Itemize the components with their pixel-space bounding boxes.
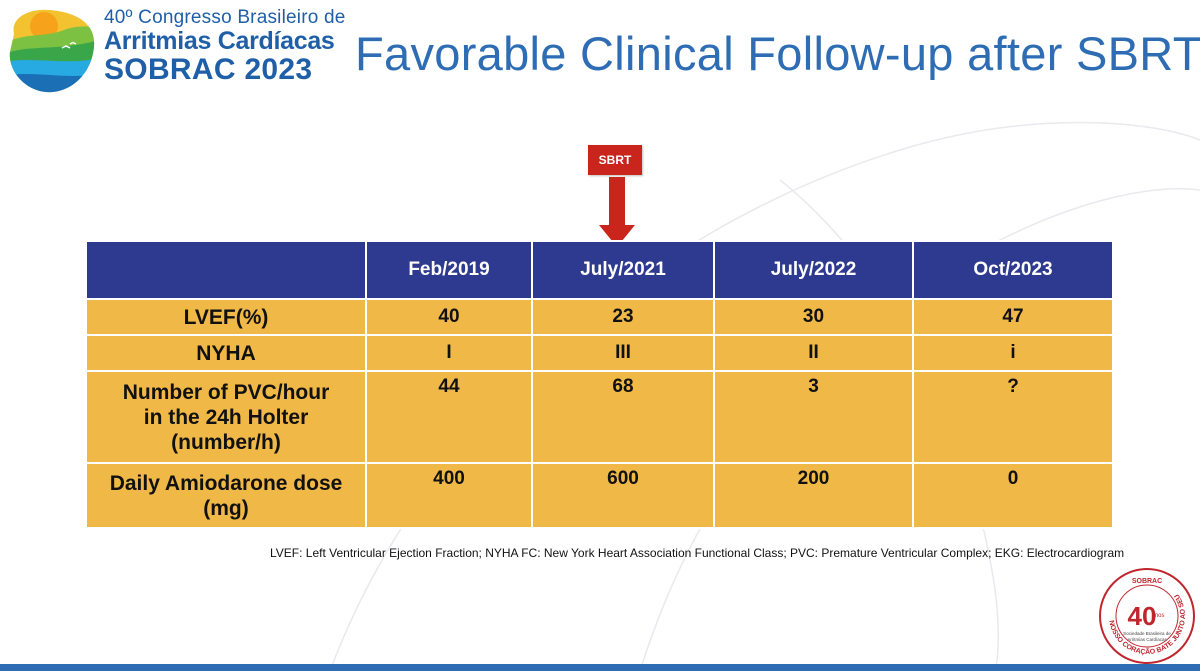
- sobrac-seal-icon: NOSSO CORAÇÃO BATE JUNTO AO SEU SOBRAC 4…: [1099, 568, 1195, 664]
- table-cell: II: [713, 334, 914, 372]
- table-header-row: Feb/2019 July/2021 July/2022 Oct/2023: [85, 240, 1114, 300]
- row-label-line: Number of PVC/hour: [122, 380, 330, 404]
- congress-logo-icon: [9, 9, 95, 93]
- table-cell: I: [365, 334, 533, 372]
- table-cell: ?: [912, 370, 1114, 464]
- row-label-amiodarone: Daily Amiodarone dose (mg): [85, 462, 367, 529]
- seal-sub: anos: [1151, 613, 1164, 619]
- column-header: July/2022: [713, 240, 914, 300]
- logo-line-congress: 40º Congresso Brasileiro de: [104, 7, 346, 28]
- table-cell: 68: [531, 370, 715, 464]
- table-cell: 44: [365, 370, 533, 464]
- seal-org-line1: Sociedade Brasileira de: [1123, 631, 1171, 636]
- table-cell: i: [912, 334, 1114, 372]
- congress-logo-text: 40º Congresso Brasileiro de Arritmias Ca…: [104, 8, 346, 85]
- footnote: LVEF: Left Ventricular Ejection Fraction…: [270, 546, 1125, 560]
- table-cell: 3: [713, 370, 914, 464]
- table-corner-cell: [85, 240, 367, 300]
- row-label-line: Daily Amiodarone dose: [109, 471, 343, 495]
- row-label-pvc: Number of PVC/hour in the 24h Holter (nu…: [85, 370, 367, 464]
- follow-up-table: Feb/2019 July/2021 July/2022 Oct/2023 LV…: [85, 240, 1114, 529]
- table-cell: 23: [531, 298, 715, 336]
- table-row: Number of PVC/hour in the 24h Holter (nu…: [85, 370, 1114, 464]
- table-cell: 47: [912, 298, 1114, 336]
- sbrt-badge: SBRT: [588, 145, 642, 175]
- seal-top-text: SOBRAC: [1132, 578, 1162, 585]
- logo-line-sobrac: SOBRAC 2023: [104, 53, 313, 86]
- column-header: July/2021: [531, 240, 715, 300]
- table-cell: 400: [365, 462, 533, 529]
- row-label-nyha: NYHA: [85, 334, 367, 372]
- table-cell: III: [531, 334, 715, 372]
- table-cell: 40: [365, 298, 533, 336]
- seal-org-line2: Arritmias Cardíacas: [1127, 637, 1167, 642]
- table-cell: 0: [912, 462, 1114, 529]
- table-row: NYHA I III II i: [85, 334, 1114, 372]
- column-header: Oct/2023: [912, 240, 1114, 300]
- row-label-lvef: LVEF(%): [85, 298, 367, 336]
- table-row: Daily Amiodarone dose (mg) 400 600 200 0: [85, 462, 1114, 529]
- column-header: Feb/2019: [365, 240, 533, 300]
- row-label-line: in the 24h Holter: [143, 405, 309, 429]
- table-cell: 200: [713, 462, 914, 529]
- table-row: LVEF(%) 40 23 30 47: [85, 298, 1114, 336]
- row-label-line: (mg): [203, 496, 249, 520]
- table-cell: 30: [713, 298, 914, 336]
- table-cell: 600: [531, 462, 715, 529]
- down-arrow-icon: [599, 177, 635, 247]
- slide-title: Favorable Clinical Follow-up after SBRT: [355, 27, 1200, 80]
- seal-number: 40: [1128, 601, 1157, 631]
- row-label-line: (number/h): [171, 430, 281, 454]
- logo-line-arritmias: Arritmias Cardíacas: [104, 27, 335, 55]
- bottom-bar: [0, 664, 1200, 671]
